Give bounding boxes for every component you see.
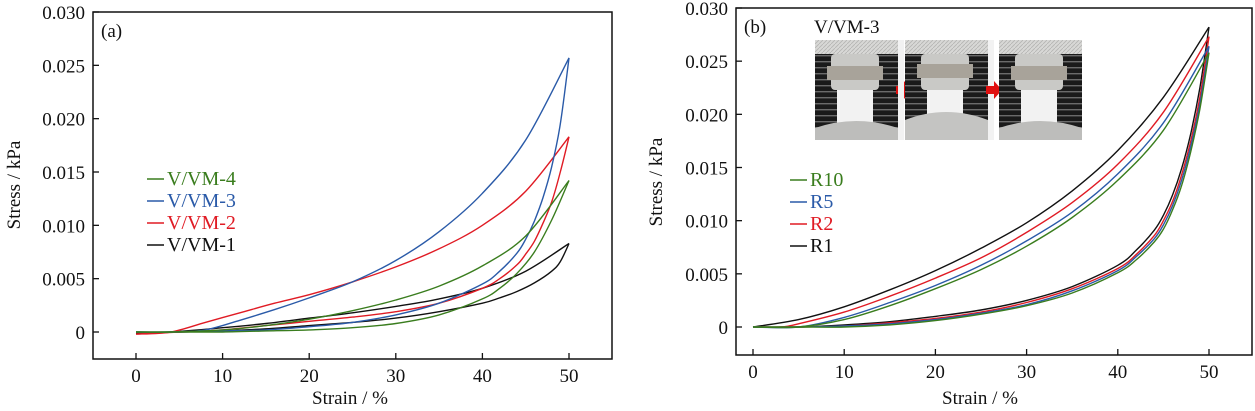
x-axis-label-b: Strain / % — [942, 388, 1018, 409]
y-tick-label: 0.005 — [42, 270, 85, 291]
inset-title: V/VM-3 — [814, 17, 879, 38]
divider — [898, 40, 904, 140]
legend-label-r2: R2 — [810, 213, 833, 235]
x-tick-label: 10 — [213, 366, 232, 387]
series-curves-b — [752, 26, 1210, 329]
loading-curve-r2 — [752, 36, 1210, 328]
y-axis-ticks-b: 0 0.005 0.010 0.015 0.020 0.025 0.030 — [685, 0, 742, 339]
panel-label-b: (b) — [744, 17, 766, 38]
unloading-curve-r1 — [752, 26, 1210, 328]
x-tick-label: 0 — [131, 366, 141, 387]
y-tick-label: 0.010 — [685, 212, 728, 233]
y-axis-label-b: Stress / kPa — [646, 137, 667, 226]
loading-curve-r5 — [752, 45, 1210, 329]
legend-a: V/VM-4V/VM-3V/VM-2V/VM-1 — [147, 168, 236, 256]
loading-curve-v-vm-4 — [135, 180, 570, 333]
x-tick-label: 40 — [473, 366, 492, 387]
y-tick-label: 0.015 — [685, 159, 728, 180]
unloading-curve-r10 — [753, 52, 1210, 328]
y-axis-label-a: Stress / kPa — [4, 140, 25, 229]
plot-frame-a — [92, 11, 613, 360]
y-tick-label: 0.030 — [42, 3, 85, 24]
x-axis-ticks-a: 0 10 20 30 40 50 — [131, 353, 579, 387]
x-tick-label: 10 — [835, 362, 854, 383]
legend-label-v-vm-4: V/VM-4 — [167, 168, 236, 190]
y-tick-label: 0.020 — [42, 110, 85, 131]
y-tick-label: 0.020 — [685, 105, 728, 126]
y-tick-label: 0.025 — [685, 52, 728, 73]
inset-photo-2 — [905, 40, 988, 140]
x-tick-label: 30 — [386, 366, 405, 387]
series-curves-a — [135, 57, 570, 335]
legend-label-v-vm-2: V/VM-2 — [167, 212, 236, 234]
y-tick-label: 0 — [719, 318, 729, 339]
x-tick-label: 30 — [1017, 362, 1036, 383]
unloading-curve-v-vm-1 — [135, 243, 570, 334]
inset-photo-3 — [999, 40, 1082, 140]
unloading-curve-r2 — [752, 36, 1210, 328]
y-tick-label: 0.030 — [685, 0, 728, 20]
x-axis-label-a: Strain / % — [312, 388, 388, 409]
plot-frame-b — [735, 7, 1253, 356]
legend-label-v-vm-1: V/VM-1 — [167, 234, 236, 256]
inset-photos — [815, 40, 1082, 140]
x-tick-label: 0 — [748, 362, 758, 383]
inset-photo-1 — [815, 40, 898, 140]
unloading-curve-r5 — [752, 46, 1210, 328]
y-tick-label: 0.015 — [42, 163, 85, 184]
chart-panel-b: (b) V/VM-3 — [646, 0, 1253, 409]
legend-label-r5: R5 — [810, 191, 833, 213]
chart-panel-a: (a) 0 0.005 0.010 0.015 0.020 0.025 0.030 0 10 2… — [4, 3, 613, 409]
legend-label-r10: R10 — [810, 169, 843, 191]
x-tick-label: 40 — [1108, 362, 1127, 383]
unloading-curve-v-vm-4 — [136, 180, 570, 333]
y-tick-label: 0.010 — [42, 216, 85, 237]
x-tick-label: 20 — [300, 366, 319, 387]
y-tick-label: 0.005 — [685, 265, 728, 286]
x-tick-label: 20 — [926, 362, 945, 383]
loading-curve-r10 — [752, 52, 1210, 329]
panel-label-a: (a) — [101, 21, 122, 42]
y-tick-label: 0 — [76, 323, 86, 344]
loading-curve-v-vm-3 — [135, 57, 570, 333]
y-tick-label: 0.025 — [42, 56, 85, 77]
x-tick-label: 50 — [560, 366, 579, 387]
legend-label-v-vm-3: V/VM-3 — [167, 190, 236, 212]
unloading-curve-v-vm-3 — [135, 57, 570, 333]
arrow-icon — [986, 81, 1002, 99]
x-axis-ticks-b: 0 10 20 30 40 50 — [748, 349, 1219, 383]
x-tick-label: 50 — [1200, 362, 1219, 383]
y-axis-ticks-a: 0 0.005 0.010 0.015 0.020 0.025 0.030 — [42, 3, 99, 344]
legend-label-r1: R1 — [810, 235, 833, 257]
loading-curve-r1 — [752, 26, 1210, 328]
loading-curve-v-vm-1 — [135, 242, 570, 334]
loading-curve-v-vm-2 — [135, 136, 570, 335]
